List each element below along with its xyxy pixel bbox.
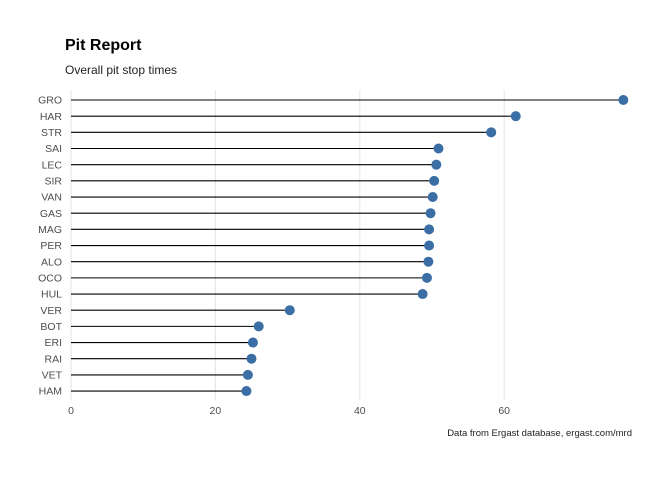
y-tick-label: SIR	[44, 175, 62, 187]
y-tick-label: LEC	[42, 159, 63, 171]
lollipop-point	[433, 143, 444, 154]
y-tick-label: PER	[40, 240, 62, 252]
lollipop-point	[241, 386, 252, 397]
y-tick-label: HUL	[41, 289, 62, 301]
y-tick-label: VER	[40, 305, 62, 317]
lollipop-point	[429, 175, 440, 186]
lollipop-point	[431, 159, 442, 170]
y-tick-label: GRO	[38, 95, 62, 107]
lollipop-point	[486, 127, 497, 138]
y-tick-label: ALO	[41, 256, 62, 268]
lollipop-point	[417, 289, 428, 300]
lollipop-point	[242, 369, 253, 380]
x-tick-label: 20	[210, 405, 222, 417]
lollipop-point	[423, 256, 434, 267]
x-tick-label: 0	[68, 405, 74, 417]
x-tick-label: 40	[354, 405, 366, 417]
lollipop-point	[246, 353, 257, 364]
y-tick-label: MAG	[38, 224, 62, 236]
lollipop-point	[284, 305, 295, 316]
lollipop-point	[427, 192, 438, 203]
y-tick-label: BOT	[40, 321, 62, 333]
y-tick-label: SAI	[45, 143, 62, 155]
y-tick-label: VET	[42, 369, 63, 381]
x-tick-label: 60	[498, 405, 510, 417]
y-tick-label: OCO	[38, 272, 62, 284]
y-tick-label: VAN	[41, 192, 62, 204]
y-tick-label: HAR	[40, 111, 63, 123]
chart-title: Pit Report	[65, 37, 142, 54]
lollipop-point	[618, 95, 629, 105]
y-tick-label: GAS	[40, 208, 62, 220]
y-tick-label: ERI	[44, 337, 62, 349]
chart-subtitle: Overall pit stop times	[65, 63, 178, 77]
lollipop-point	[253, 321, 264, 332]
lollipop-point	[424, 240, 435, 251]
y-tick-label: HAM	[39, 386, 62, 398]
chart-caption: Data from Ergast database, ergast.com/mr…	[447, 428, 632, 439]
lollipop-point	[247, 337, 258, 348]
y-tick-label: STR	[41, 127, 62, 139]
lollipop-point	[510, 111, 521, 122]
lollipop-point	[425, 208, 436, 219]
lollipop-point	[424, 224, 435, 235]
lollipop-point	[421, 272, 432, 283]
y-tick-label: RAI	[44, 353, 62, 365]
